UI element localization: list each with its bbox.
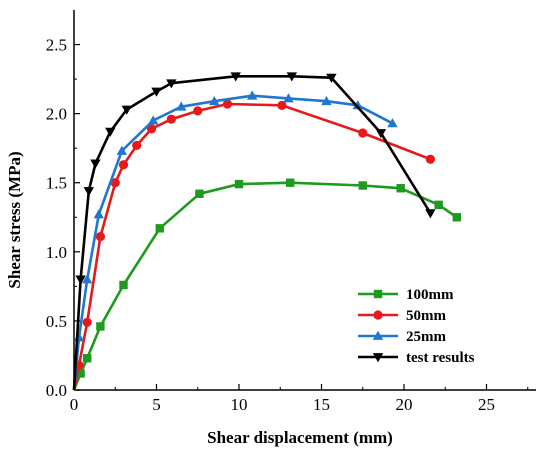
data-point [425,154,435,164]
legend-item: 100mm [358,287,454,303]
y-tick-label: 2.5 [46,36,67,55]
axes [73,10,536,391]
x-tick-label: 5 [152,395,161,414]
data-point [90,159,101,169]
legend-label: test results [406,350,475,366]
y-axis-label: Shear stress (MPa) [5,151,24,288]
data-point [166,79,177,89]
data-point [283,93,294,103]
series-line [72,94,393,391]
y-tick-label: 0.0 [46,381,67,400]
series-3 [72,90,398,391]
legend-label: 100mm [406,287,454,303]
series-line [72,181,458,391]
data-point [434,200,443,210]
legend-label: 25mm [406,329,446,345]
data-point [352,100,363,110]
data-point [321,96,332,106]
data-point [121,105,132,115]
x-axis-label: Shear displacement (mm) [207,428,393,447]
series-2 [72,99,435,391]
data-point [277,100,287,110]
data-point [76,369,85,378]
data-point [193,106,203,116]
series-line [72,75,432,391]
data-point [452,213,461,222]
data-point [75,275,86,285]
data-point [96,322,105,331]
y-axis-ticks: 0.0 0.5 1.0 1.5 2.0 2.5 [46,36,80,400]
data-point [358,128,368,138]
x-tick-label: 0 [70,395,79,414]
data-point [358,181,367,190]
data-point [387,118,398,128]
data-point [82,317,92,327]
x-tick-label: 20 [396,395,413,414]
legend-marker [373,310,383,320]
data-point [116,145,128,155]
legend-item: 25mm [358,329,446,345]
y-tick-label: 0.5 [46,312,67,331]
data-point [166,114,176,124]
data-point [375,129,387,139]
legend-marker [373,289,383,299]
legend-marker [372,353,384,363]
series-line [72,102,431,391]
legend-item: test results [358,350,475,366]
legend-label: 50mm [406,308,446,324]
data-point [110,178,120,188]
data-point [247,90,258,100]
data-point [105,127,116,137]
data-point [234,179,244,189]
legend-item: 50mm [358,308,446,324]
series-4 [72,72,436,391]
data-point [148,115,159,125]
data-point [285,178,295,187]
data-point [209,96,220,106]
data-point [155,224,164,233]
data-point [396,184,405,193]
data-point [326,73,337,83]
y-tick-label: 2.0 [46,105,67,124]
x-tick-label: 10 [231,395,248,414]
y-tick-label: 1.0 [46,243,67,262]
data-point [93,209,104,219]
data-point [83,354,92,363]
data-point [82,274,93,284]
data-point [118,160,129,170]
x-tick-label: 25 [478,395,495,414]
data-point [230,72,241,82]
data-point [146,124,157,134]
y-tick-label: 1.5 [46,174,67,193]
x-tick-label: 15 [313,395,330,414]
legend-marker [372,330,384,340]
data-point [425,209,436,219]
data-point [132,140,142,151]
x-axis-ticks: 0 5 10 15 20 25 [70,384,529,414]
data-point [95,232,105,242]
data-point [176,101,187,111]
series-1 [72,178,461,391]
legend: 100mm 50mm 25mm test results [358,287,475,366]
data-point [222,99,233,109]
data-point [73,332,85,342]
data-point [195,189,204,198]
data-point [83,187,95,197]
data-point [119,280,128,290]
data-point [151,87,162,97]
data-point [286,72,297,82]
series-layer [72,72,461,391]
